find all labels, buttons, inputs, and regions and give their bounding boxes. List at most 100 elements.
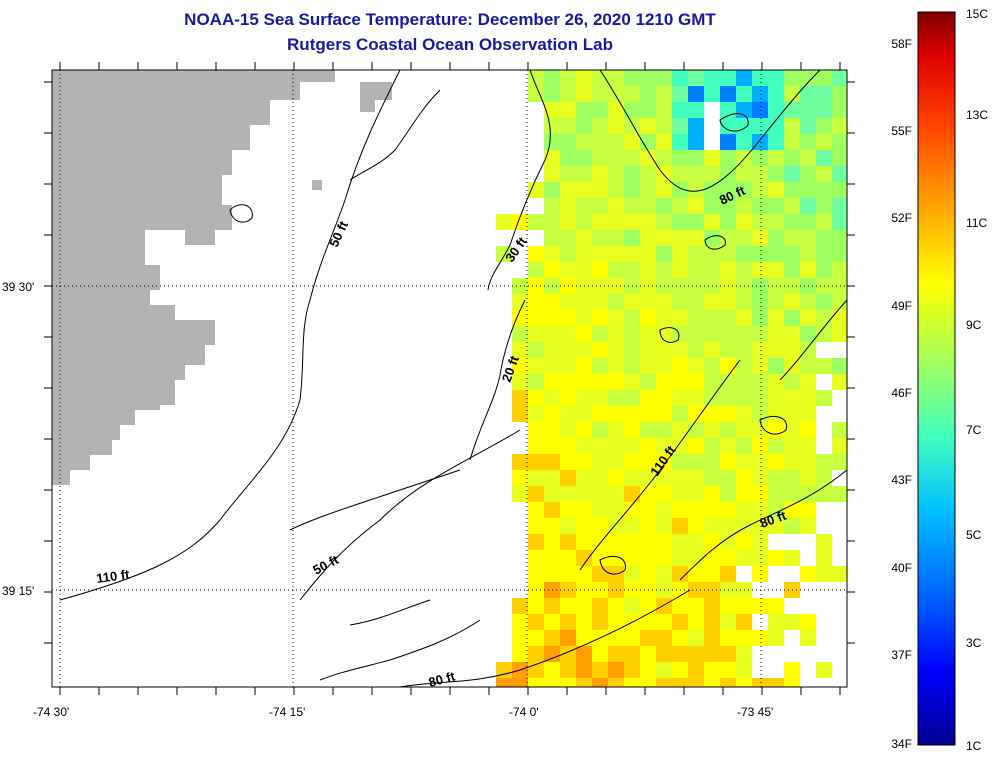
sst-pixel — [656, 598, 672, 614]
sst-pixel — [752, 166, 768, 182]
sst-pixel — [752, 118, 768, 134]
sst-pixel — [720, 374, 736, 390]
sst-pixel — [768, 166, 784, 182]
colorbar-f-labels: 58F 55F 52F 49F 46F 43F 40F 37F 34F — [891, 37, 912, 751]
sst-pixel — [560, 70, 576, 86]
sst-pixel — [624, 70, 640, 86]
lat-label-1: 39 30' — [2, 280, 34, 294]
sst-pixel — [800, 198, 816, 214]
sst-pixel — [816, 246, 832, 262]
sst-pixel — [576, 198, 592, 214]
sst-pixel — [576, 134, 592, 150]
sst-pixel — [624, 390, 640, 406]
sst-pixel — [656, 246, 672, 262]
sst-pixel — [816, 358, 832, 374]
sst-pixel — [512, 470, 528, 486]
sst-pixel — [832, 70, 847, 86]
sst-pixel — [656, 310, 672, 326]
sst-pixel — [784, 550, 800, 566]
sst-pixel — [624, 566, 640, 582]
sst-pixel — [768, 502, 784, 518]
sst-pixel — [608, 422, 624, 438]
sst-pixel — [576, 70, 592, 86]
sst-pixel — [688, 182, 704, 198]
sst-pixel — [640, 310, 656, 326]
sst-pixel — [624, 438, 640, 454]
sst-pixel — [592, 374, 608, 390]
sst-pixel — [672, 310, 688, 326]
sst-pixel — [736, 678, 752, 687]
sst-pixel — [832, 102, 847, 118]
sst-pixel — [640, 246, 656, 262]
sst-pixel — [784, 246, 800, 262]
sst-pixel — [704, 550, 720, 566]
sst-pixel — [608, 534, 624, 550]
sst-pixel — [816, 534, 832, 550]
sst-pixel — [624, 86, 640, 102]
sst-pixel — [624, 598, 640, 614]
sst-pixel — [624, 294, 640, 310]
sst-pixel — [608, 454, 624, 470]
sst-pixel — [624, 230, 640, 246]
sst-pixel — [640, 646, 656, 662]
contour-80ft-south — [399, 589, 691, 687]
sst-pixel — [592, 198, 608, 214]
sst-pixel — [672, 262, 688, 278]
sst-pixel — [832, 134, 847, 150]
colorbar-f-label: 37F — [891, 648, 912, 662]
sst-pixel — [592, 614, 608, 630]
sst-pixel — [512, 374, 528, 390]
sst-pixel — [736, 118, 752, 134]
sst-pixel — [688, 86, 704, 102]
sst-pixel — [752, 566, 768, 582]
sst-pixel — [640, 102, 656, 118]
sst-pixel — [688, 422, 704, 438]
sst-pixel — [560, 678, 576, 687]
sst-pixel — [528, 214, 544, 230]
sst-pixel — [544, 502, 560, 518]
sst-pixel — [704, 518, 720, 534]
sst-pixel — [704, 214, 720, 230]
sst-pixel — [704, 230, 720, 246]
sst-pixel — [816, 454, 832, 470]
sst-pixel — [736, 134, 752, 150]
sst-pixel — [768, 422, 784, 438]
sst-pixel — [752, 630, 768, 646]
sst-pixel — [560, 470, 576, 486]
sst-pixel — [672, 86, 688, 102]
sst-pixel — [640, 678, 656, 687]
sst-pixel — [784, 486, 800, 502]
sst-pixel — [672, 70, 688, 86]
sst-pixel — [768, 102, 784, 118]
sst-pixel — [720, 486, 736, 502]
sst-pixel — [704, 342, 720, 358]
sst-pixel — [672, 246, 688, 262]
sst-pixel — [672, 166, 688, 182]
sst-pixel — [672, 406, 688, 422]
sst-pixel — [544, 294, 560, 310]
sst-pixel — [528, 310, 544, 326]
sst-pixel — [720, 550, 736, 566]
sst-pixel — [544, 438, 560, 454]
sst-pixel — [576, 614, 592, 630]
sst-pixel — [560, 406, 576, 422]
sst-pixel — [704, 422, 720, 438]
sst-pixel — [800, 374, 816, 390]
sst-pixel — [688, 678, 704, 687]
sst-pixel — [800, 102, 816, 118]
sst-pixel — [832, 86, 847, 102]
sst-pixel — [720, 390, 736, 406]
sst-pixel — [512, 214, 528, 230]
sst-pixel — [720, 246, 736, 262]
sst-pixel — [624, 326, 640, 342]
sst-pixel — [752, 550, 768, 566]
sst-pixel — [656, 550, 672, 566]
sst-pixel — [800, 214, 816, 230]
sst-pixel — [800, 326, 816, 342]
sst-pixel — [576, 662, 592, 678]
sst-pixel — [800, 438, 816, 454]
sst-pixel — [624, 454, 640, 470]
contour-coast-shoal — [349, 89, 441, 181]
sst-pixel — [544, 166, 560, 182]
sst-pixel — [704, 262, 720, 278]
